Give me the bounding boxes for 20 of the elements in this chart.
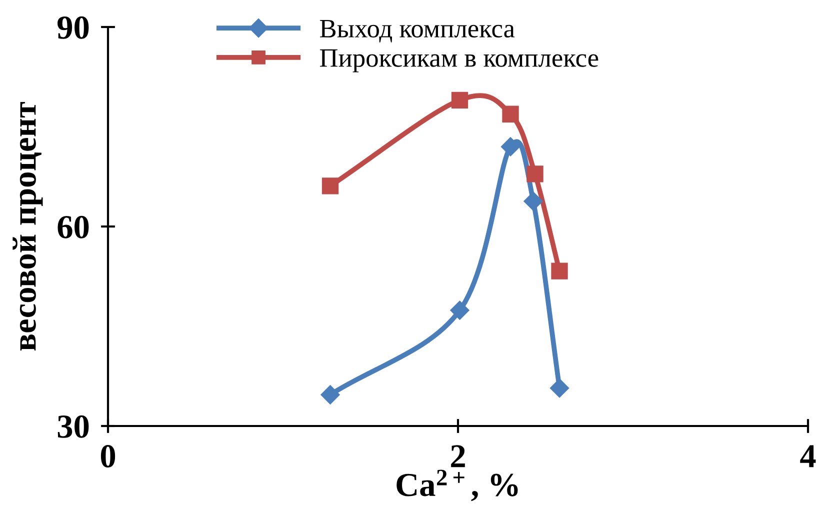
point <box>551 262 568 280</box>
y-axis-title: весовой процент <box>12 102 43 351</box>
x-tick-label: 0 <box>100 445 116 468</box>
y-tick-label: 90 <box>58 16 89 39</box>
point <box>320 385 340 404</box>
point <box>451 92 468 108</box>
y-tick-label: 30 <box>58 415 89 438</box>
x-tick-label: 4 <box>800 445 816 468</box>
x-tick-label: 2 <box>451 445 465 468</box>
point <box>450 300 470 320</box>
point <box>322 178 339 194</box>
x-axis-title: Ca$^{2+}$, % <box>396 470 518 502</box>
point <box>550 378 570 398</box>
legend-label: Пироксикам в комплексе <box>320 49 598 72</box>
point <box>502 106 519 122</box>
point <box>500 137 520 156</box>
y-tick-label: 60 <box>58 216 89 238</box>
legend-label: Выход комплекса <box>320 20 515 42</box>
point <box>526 166 544 182</box>
point <box>524 192 543 211</box>
